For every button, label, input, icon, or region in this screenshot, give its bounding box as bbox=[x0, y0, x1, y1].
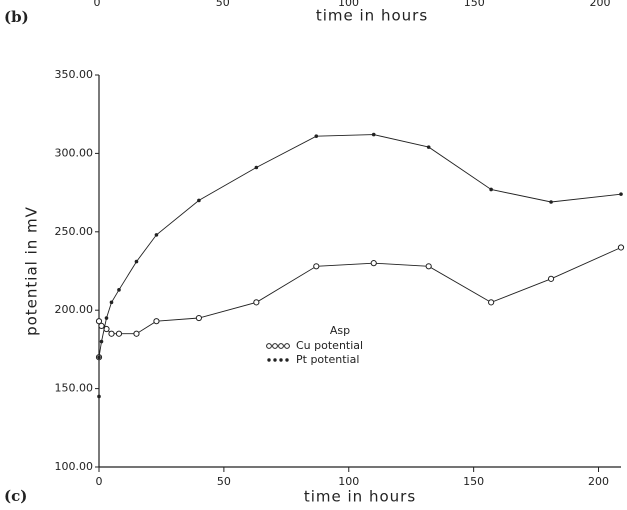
point bbox=[617, 244, 625, 251]
point bbox=[195, 314, 203, 322]
point bbox=[488, 299, 495, 306]
legend-marker bbox=[284, 343, 290, 349]
point bbox=[133, 330, 140, 337]
point bbox=[117, 288, 121, 292]
y-tick-label: 200.00 bbox=[55, 303, 94, 316]
x-tick-label: 100 bbox=[338, 0, 359, 9]
legend-marker bbox=[278, 343, 284, 349]
point bbox=[619, 192, 623, 196]
x-tick-label: 50 bbox=[216, 0, 230, 9]
point bbox=[95, 318, 103, 325]
point bbox=[489, 187, 493, 192]
x-tick-label: 0 bbox=[94, 0, 101, 9]
y-axis-label: potential in mV bbox=[23, 206, 41, 336]
point bbox=[97, 355, 101, 360]
y-tick-label: 350.00 bbox=[55, 68, 94, 81]
y-tick-label: 100.00 bbox=[55, 460, 94, 473]
panel-label: (b) bbox=[4, 8, 29, 26]
point bbox=[104, 316, 109, 320]
point bbox=[547, 275, 555, 282]
legend-marker bbox=[266, 343, 272, 349]
legend-marker bbox=[279, 358, 283, 362]
x-axis-label: time in hours bbox=[304, 488, 416, 506]
point bbox=[254, 165, 259, 170]
point bbox=[153, 318, 160, 325]
point bbox=[115, 330, 123, 337]
point bbox=[426, 145, 431, 149]
y-tick-label: 250.00 bbox=[55, 225, 94, 238]
point bbox=[108, 330, 115, 337]
legend-marker bbox=[272, 343, 278, 349]
point bbox=[314, 134, 319, 138]
point bbox=[109, 300, 114, 305]
point bbox=[97, 394, 101, 399]
point bbox=[425, 263, 432, 270]
y-tick-label: 150.00 bbox=[55, 382, 94, 395]
point bbox=[98, 322, 105, 329]
legend-title: Asp bbox=[330, 324, 350, 337]
x-tick-label: 50 bbox=[217, 475, 231, 488]
y-tick-label: 300.00 bbox=[55, 146, 94, 159]
x-axis-label: time in hours bbox=[316, 7, 428, 25]
point bbox=[197, 198, 201, 203]
point bbox=[99, 339, 104, 344]
point bbox=[134, 259, 139, 264]
point bbox=[313, 263, 320, 270]
x-tick-label: 150 bbox=[464, 0, 485, 9]
legend-marker bbox=[285, 358, 289, 362]
legend-marker bbox=[267, 358, 271, 362]
legend-label: Pt potential bbox=[296, 353, 359, 366]
x-tick-label: 100 bbox=[338, 475, 359, 488]
legend-label: Cu potential bbox=[296, 339, 363, 352]
legend-marker bbox=[273, 358, 277, 362]
x-tick-label: 0 bbox=[96, 475, 103, 488]
x-tick-label: 200 bbox=[590, 0, 611, 9]
point bbox=[370, 260, 377, 267]
panel-label: (c) bbox=[4, 487, 27, 505]
x-tick-label: 200 bbox=[588, 475, 609, 488]
point bbox=[371, 132, 376, 137]
point bbox=[154, 233, 159, 237]
line bbox=[98, 134, 622, 397]
x-tick-label: 150 bbox=[463, 475, 484, 488]
point bbox=[549, 200, 553, 204]
point bbox=[253, 299, 260, 306]
